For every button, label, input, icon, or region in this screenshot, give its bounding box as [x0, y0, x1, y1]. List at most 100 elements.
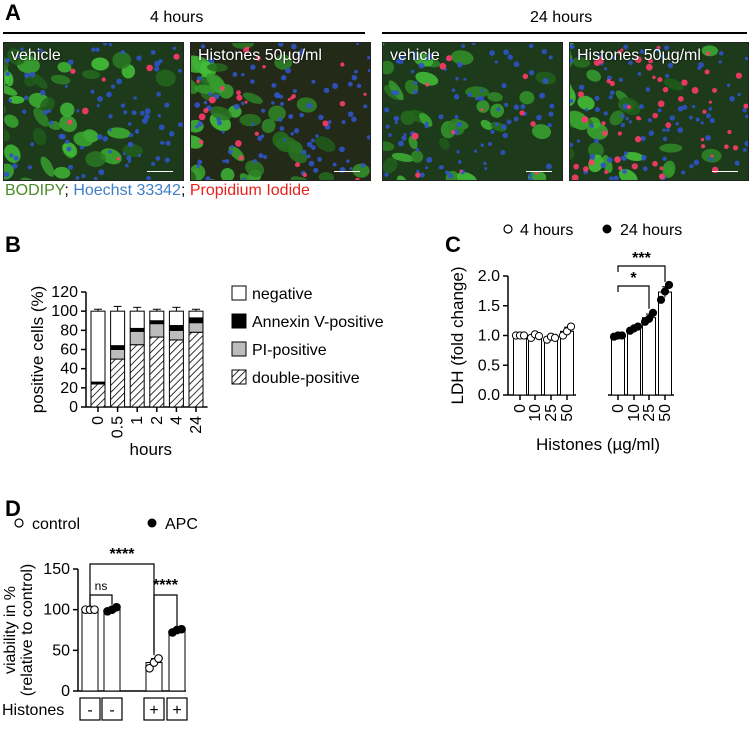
cell-nucleus [258, 153, 264, 159]
cell-nucleus [122, 152, 126, 156]
cell-nucleus [311, 79, 316, 84]
pi-positive-nucleus [626, 104, 632, 110]
panel-a-label: A [5, 0, 21, 25]
pi-positive-nucleus [662, 86, 669, 93]
cell-nucleus [97, 96, 103, 102]
pi-positive-nucleus [208, 96, 216, 104]
bar [560, 330, 574, 396]
cell-nucleus [570, 142, 574, 147]
cell-nucleus [263, 154, 268, 160]
pi-positive-nucleus [254, 131, 259, 136]
pi-positive-nucleus [652, 112, 658, 119]
x-tick-label: 1 [129, 416, 146, 425]
cell-cytoplasm [659, 143, 683, 153]
cell-nucleus [306, 141, 313, 148]
cell-nucleus [127, 122, 132, 126]
cell-nucleus [388, 133, 392, 137]
x-tick-label: 0.5 [110, 416, 127, 438]
cell-cytoplasm [624, 151, 644, 162]
panel-b-label: B [5, 232, 21, 257]
bar-segment [129, 344, 145, 408]
cell-cytoplasm [53, 166, 71, 179]
cell-nucleus [13, 155, 19, 161]
cell-nucleus [458, 160, 462, 164]
significance-label: *** [632, 250, 651, 267]
cell-nucleus [124, 163, 129, 168]
cell-nucleus [520, 104, 526, 110]
pi-positive-nucleus [652, 75, 656, 80]
cell-nucleus [639, 104, 644, 110]
cell-nucleus [58, 133, 65, 140]
significance-label: **** [153, 577, 179, 594]
pi-positive-nucleus [302, 172, 308, 178]
legend-label: control [32, 516, 80, 533]
x-tick-label: 10 [527, 404, 544, 422]
micrograph-cells [191, 43, 370, 180]
x-tick-label: 25 [543, 404, 560, 422]
cell-nucleus [42, 109, 49, 115]
bar-segment [188, 317, 204, 324]
data-point [550, 333, 560, 342]
pi-positive-nucleus [602, 130, 608, 136]
cell-nucleus [367, 68, 370, 73]
cell-cytoplasm [4, 55, 9, 74]
legend-label: 24 hours [620, 222, 682, 239]
cell-cytoplasm [30, 72, 48, 90]
cell-cytoplasm [577, 95, 595, 111]
cell-nucleus [79, 145, 84, 150]
cell-nucleus [705, 113, 711, 119]
y-tick-label: 100 [43, 602, 70, 619]
cell-nucleus [416, 169, 420, 174]
cell-nucleus [355, 43, 360, 46]
cell-nucleus [177, 122, 183, 128]
bar-segment [110, 310, 126, 347]
cell-cytoplasm [570, 78, 573, 95]
cell-cytoplasm [91, 57, 110, 71]
histones-value: - [109, 702, 114, 719]
pi-positive-nucleus [588, 159, 595, 166]
cell-cytoplasm [4, 126, 10, 142]
cell-cytoplasm [272, 131, 290, 149]
cell-nucleus [660, 54, 665, 59]
cell-nucleus [278, 117, 283, 122]
cell-nucleus [271, 101, 275, 105]
cell-nucleus [164, 102, 170, 108]
pi-positive-nucleus [146, 64, 153, 72]
cell-nucleus [570, 58, 574, 63]
legend-swatch [231, 341, 247, 357]
cell-nucleus [594, 95, 600, 101]
cell-nucleus [217, 120, 223, 126]
legend-label: double-positive [252, 370, 360, 387]
cell-nucleus [737, 92, 741, 97]
stain-hoechst: Hoechst 33342 [73, 182, 181, 199]
cell-nucleus [242, 177, 247, 180]
pi-positive-nucleus [705, 51, 711, 56]
pi-positive-nucleus [614, 156, 621, 163]
cell-nucleus [608, 95, 613, 100]
cell-nucleus [197, 159, 203, 165]
cell-nucleus [438, 114, 444, 120]
cell-nucleus [600, 162, 607, 169]
cell-nucleus [367, 55, 370, 60]
scale-bar [147, 171, 173, 172]
cell-cytoplasm [490, 121, 507, 132]
cell-nucleus [251, 122, 255, 127]
pi-positive-nucleus [658, 173, 665, 180]
pi-positive-nucleus [459, 169, 463, 173]
cell-nucleus [291, 43, 297, 50]
significance-label: ns [95, 579, 108, 593]
pi-positive-nucleus [340, 62, 345, 67]
pi-positive-nucleus [604, 170, 609, 175]
bar-segment [110, 349, 126, 360]
cell-nucleus [150, 50, 156, 55]
cell-nucleus [662, 136, 668, 142]
cell-nucleus [205, 176, 211, 180]
bar-segment [129, 310, 145, 329]
cell-nucleus [275, 93, 281, 99]
cell-nucleus [578, 54, 582, 58]
pi-positive-nucleus [480, 108, 484, 112]
cell-nucleus [137, 153, 141, 158]
cell-nucleus [578, 84, 585, 91]
bar-segment [188, 310, 204, 319]
pi-positive-nucleus [173, 53, 180, 60]
